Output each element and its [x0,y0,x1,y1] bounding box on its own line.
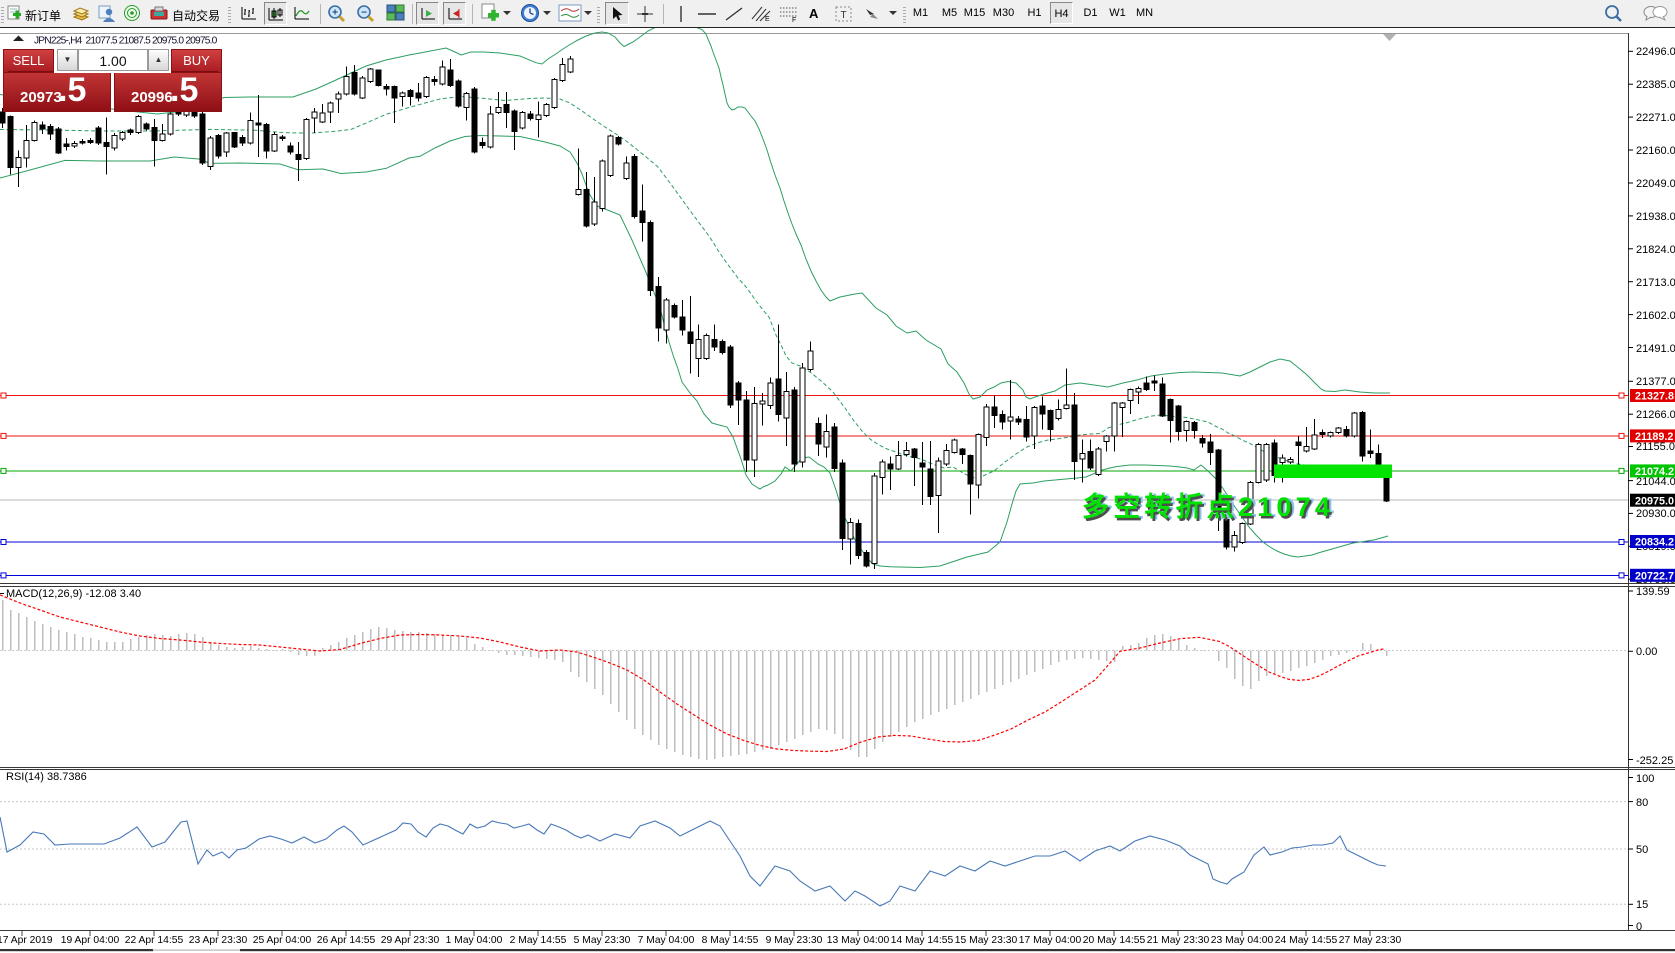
svg-text:8 May 14:55: 8 May 14:55 [702,935,759,946]
svg-text:MACD(12,26,9) -12.08 3.40: MACD(12,26,9) -12.08 3.40 [6,588,141,600]
svg-text:26 Apr 14:55: 26 Apr 14:55 [317,935,376,946]
svg-text:22160.0: 22160.0 [1636,145,1675,157]
svg-text:22496.0: 22496.0 [1636,46,1675,58]
svg-text:17 Apr 2019: 17 Apr 2019 [0,935,53,946]
svg-text:21377.0: 21377.0 [1636,376,1675,388]
svg-text:15 May 23:30: 15 May 23:30 [955,935,1018,946]
svg-text:22271.0: 22271.0 [1636,112,1675,124]
svg-text:25 Apr 04:00: 25 Apr 04:00 [253,935,312,946]
svg-text:19 Apr 04:00: 19 Apr 04:00 [61,935,120,946]
svg-text:27 May 23:30: 27 May 23:30 [1339,935,1402,946]
svg-text:0: 0 [1636,921,1642,933]
svg-text:多空转折点21074: 多空转折点21074 [1082,491,1334,522]
svg-text:17 May 04:00: 17 May 04:00 [1019,935,1082,946]
svg-text:7 May 04:00: 7 May 04:00 [638,935,695,946]
svg-text:21266.0: 21266.0 [1636,409,1675,421]
svg-text:139.59: 139.59 [1636,586,1670,598]
svg-text:80: 80 [1636,797,1648,809]
svg-text:E: E [765,16,770,23]
svg-text:29 Apr 23:30: 29 Apr 23:30 [381,935,440,946]
svg-text:22385.0: 22385.0 [1636,79,1675,91]
svg-text:21155.0: 21155.0 [1636,441,1675,453]
svg-text:20 May 14:55: 20 May 14:55 [1083,935,1146,946]
svg-text:21 May 23:30: 21 May 23:30 [1147,935,1210,946]
svg-text:20930.0: 20930.0 [1636,508,1675,520]
svg-text:−: − [361,8,367,19]
svg-text:24 May 14:55: 24 May 14:55 [1275,935,1338,946]
svg-text:20834.2: 20834.2 [1635,537,1674,549]
svg-text:JPN225-,H4 21077.5 21087.5 20: JPN225-,H4 21077.5 21087.5 20975.0 20975… [34,36,218,47]
svg-text:RSI(14) 38.7386: RSI(14) 38.7386 [6,771,87,783]
svg-text:2 May 14:55: 2 May 14:55 [510,935,567,946]
svg-text:21074.2: 21074.2 [1635,466,1674,478]
svg-text:21327.8: 21327.8 [1635,391,1674,403]
svg-text:+: + [332,8,338,19]
svg-text:-252.25: -252.25 [1636,755,1673,767]
svg-text:23 Apr 23:30: 23 Apr 23:30 [189,935,248,946]
svg-text:21189.2: 21189.2 [1635,431,1673,443]
svg-text:0.00: 0.00 [1636,646,1657,658]
svg-text:21602.0: 21602.0 [1636,310,1675,322]
svg-text:21491.0: 21491.0 [1636,343,1675,355]
svg-text:T: T [840,10,846,21]
svg-text:100: 100 [1636,773,1654,785]
svg-text:多空转折点21074: 多空转折点21074 [1086,492,1338,523]
svg-text:20722.7: 20722.7 [1635,571,1674,583]
svg-text:20975.0: 20975.0 [1635,495,1674,507]
svg-text:15: 15 [1636,899,1648,911]
svg-text:1 May 04:00: 1 May 04:00 [446,935,503,946]
svg-text:22049.0: 22049.0 [1636,178,1675,190]
svg-text:9 May 23:30: 9 May 23:30 [766,935,823,946]
svg-text:21938.0: 21938.0 [1636,211,1675,223]
svg-text:21713.0: 21713.0 [1636,277,1675,289]
svg-text:14 May 14:55: 14 May 14:55 [891,935,954,946]
svg-text:23 May 04:00: 23 May 04:00 [1211,935,1274,946]
svg-text:13 May 04:00: 13 May 04:00 [827,935,890,946]
svg-text:22 Apr 14:55: 22 Apr 14:55 [125,935,184,946]
svg-text:21824.0: 21824.0 [1636,244,1675,256]
svg-text:21044.0: 21044.0 [1636,476,1675,488]
svg-text:F: F [792,17,796,23]
svg-text:5 May 23:30: 5 May 23:30 [574,935,631,946]
svg-text:50: 50 [1636,844,1648,856]
svg-text:多空转折点21074: 多空转折点21074 [1084,494,1336,525]
